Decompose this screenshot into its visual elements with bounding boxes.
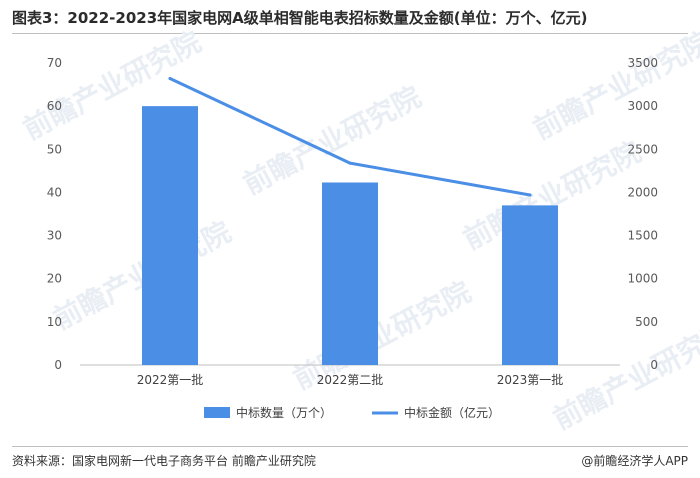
- x-tick-label: 2022第一批: [137, 372, 204, 387]
- legend-label-line: 中标金额（亿元）: [404, 405, 500, 420]
- legend-swatch-bar: [204, 407, 230, 418]
- brand-credit: @前瞻经济学人APP: [581, 454, 688, 468]
- y-right-tick-label: 3500: [627, 56, 658, 70]
- y-right-tick-label: 0: [650, 358, 658, 372]
- source-note: 资料来源：国家电网新一代电子商务平台 前瞻产业研究院: [12, 454, 316, 468]
- y-right-tick-label: 500: [635, 315, 658, 329]
- x-tick-label: 2023第一批: [497, 372, 564, 387]
- watermark-text: 前瞻产业研究院: [528, 25, 700, 146]
- bar: [142, 106, 198, 366]
- y-left-tick-label: 50: [47, 142, 62, 156]
- footer-divider: [12, 446, 688, 447]
- x-tick-label: 2022第二批: [317, 372, 384, 387]
- y-left-tick-label: 40: [47, 185, 62, 199]
- y-left-tick-label: 60: [47, 99, 62, 113]
- y-left-tick-label: 10: [47, 315, 62, 329]
- legend-label-bar: 中标数量（万个）: [236, 405, 332, 420]
- y-left-tick-label: 70: [47, 56, 62, 70]
- y-right-tick-label: 2500: [627, 142, 658, 156]
- line-point: [528, 193, 532, 197]
- y-left-tick-label: 30: [47, 229, 62, 243]
- line-point: [168, 77, 172, 81]
- y-left-tick-label: 20: [47, 272, 62, 286]
- line-point: [348, 161, 352, 165]
- y-right-tick-label: 1000: [627, 272, 658, 286]
- y-right-tick-label: 3000: [627, 99, 658, 113]
- y-left-tick-label: 0: [54, 358, 62, 372]
- title-divider: [12, 33, 688, 34]
- watermark-text: 前瞻产业研究院: [548, 315, 700, 436]
- y-right-tick-label: 1500: [627, 229, 658, 243]
- bar: [322, 182, 378, 365]
- bar: [502, 205, 558, 365]
- chart-title: 图表3：2022-2023年国家电网A级单相智能电表招标数量及金额(单位：万个、…: [12, 9, 588, 27]
- y-right-tick-label: 2000: [627, 185, 658, 199]
